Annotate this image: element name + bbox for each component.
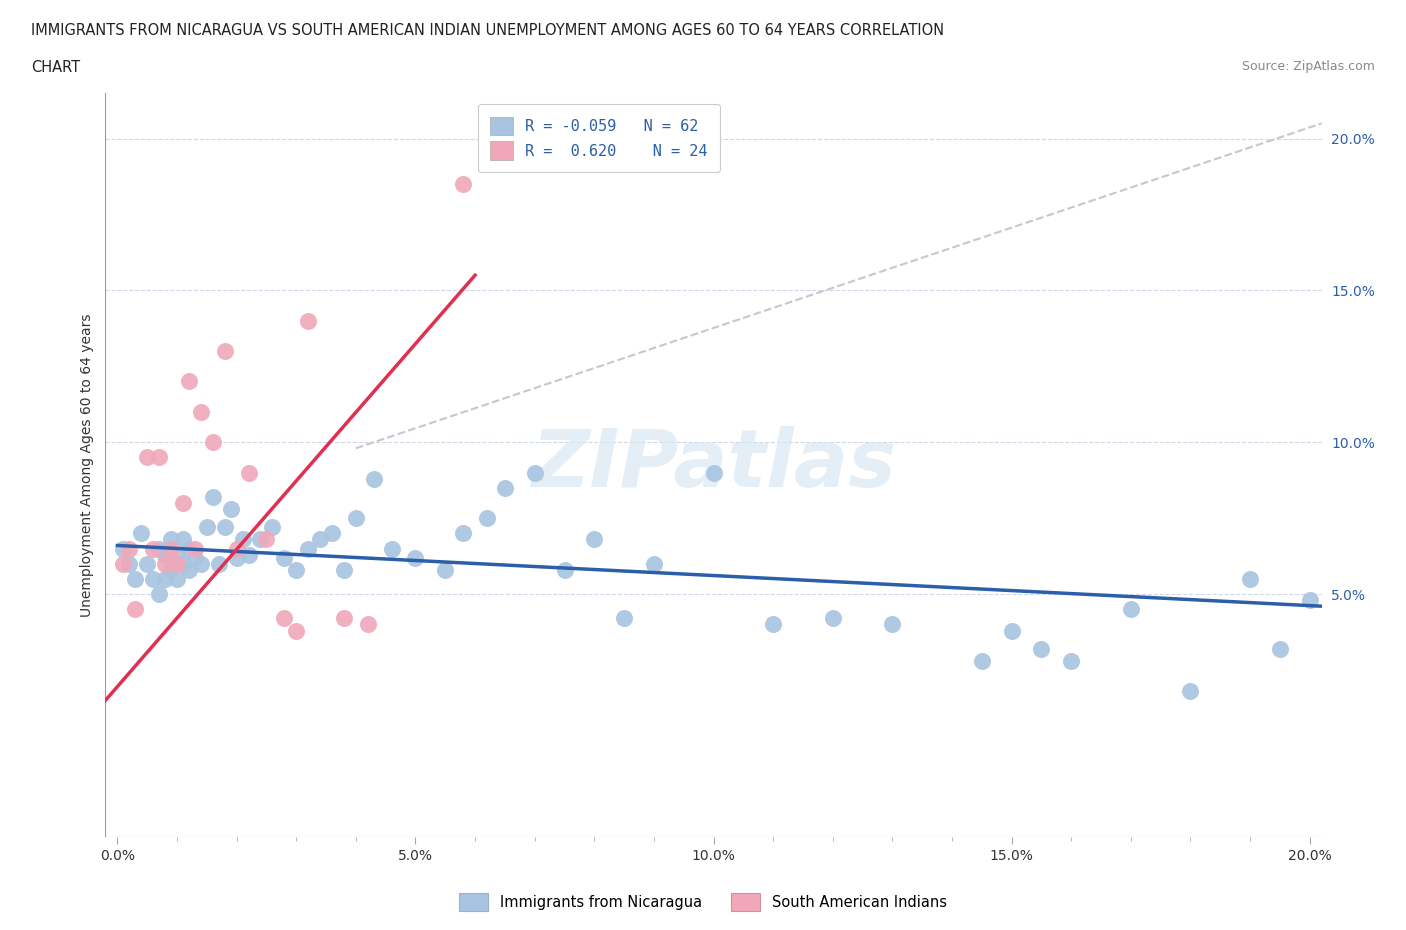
Point — [172, 496, 194, 511]
Point — [297, 313, 319, 328]
Text: IMMIGRANTS FROM NICARAGUA VS SOUTH AMERICAN INDIAN UNEMPLOYMENT AMONG AGES 60 TO: IMMIGRANTS FROM NICARAGUA VS SOUTH AMERI… — [31, 23, 943, 38]
Point — [118, 556, 141, 571]
Point — [238, 547, 260, 562]
Point — [357, 617, 380, 631]
Point — [118, 541, 141, 556]
Point — [821, 611, 844, 626]
Point — [297, 541, 319, 556]
Point — [190, 405, 212, 419]
Point — [494, 480, 516, 495]
Point — [153, 571, 176, 586]
Point — [762, 617, 785, 631]
Point — [225, 551, 247, 565]
Point — [344, 511, 367, 525]
Point — [195, 520, 218, 535]
Point — [1239, 571, 1261, 586]
Point — [321, 525, 343, 540]
Point — [214, 520, 236, 535]
Point — [970, 654, 993, 669]
Point — [882, 617, 904, 631]
Point — [273, 551, 295, 565]
Point — [136, 450, 159, 465]
Point — [129, 525, 152, 540]
Point — [124, 571, 146, 586]
Point — [160, 563, 183, 578]
Point — [1031, 642, 1053, 657]
Point — [177, 541, 200, 556]
Point — [166, 556, 188, 571]
Point — [285, 623, 308, 638]
Point — [177, 563, 200, 578]
Point — [1299, 592, 1322, 607]
Point — [381, 541, 404, 556]
Point — [201, 435, 224, 450]
Point — [1119, 602, 1142, 617]
Point — [333, 563, 356, 578]
Point — [523, 465, 546, 480]
Point — [112, 541, 135, 556]
Point — [136, 556, 159, 571]
Text: CHART: CHART — [31, 60, 80, 75]
Point — [451, 177, 474, 192]
Point — [184, 541, 207, 556]
Point — [475, 511, 498, 525]
Point — [177, 374, 200, 389]
Point — [208, 556, 231, 571]
Point — [166, 571, 188, 586]
Point — [1180, 684, 1202, 698]
Point — [184, 551, 207, 565]
Point — [451, 525, 474, 540]
Point — [172, 556, 194, 571]
Text: Source: ZipAtlas.com: Source: ZipAtlas.com — [1241, 60, 1375, 73]
Point — [225, 541, 247, 556]
Point — [214, 344, 236, 359]
Point — [148, 541, 170, 556]
Point — [201, 489, 224, 504]
Point — [643, 556, 665, 571]
Y-axis label: Unemployment Among Ages 60 to 64 years: Unemployment Among Ages 60 to 64 years — [80, 313, 94, 617]
Legend: R = -0.059   N = 62, R =  0.620    N = 24: R = -0.059 N = 62, R = 0.620 N = 24 — [478, 104, 720, 172]
Point — [1060, 654, 1083, 669]
Point — [309, 532, 332, 547]
Point — [333, 611, 356, 626]
Point — [553, 563, 575, 578]
Point — [404, 551, 426, 565]
Point — [613, 611, 636, 626]
Point — [153, 556, 176, 571]
Point — [262, 520, 284, 535]
Point — [160, 532, 183, 547]
Point — [172, 532, 194, 547]
Point — [285, 563, 308, 578]
Point — [148, 450, 170, 465]
Point — [232, 532, 254, 547]
Point — [1001, 623, 1024, 638]
Text: ZIPatlas: ZIPatlas — [531, 426, 896, 504]
Point — [363, 472, 385, 486]
Point — [160, 541, 183, 556]
Point — [112, 556, 135, 571]
Point — [583, 532, 606, 547]
Point — [166, 547, 188, 562]
Point — [254, 532, 277, 547]
Point — [153, 547, 176, 562]
Point — [142, 541, 165, 556]
Point — [219, 501, 242, 516]
Point — [238, 465, 260, 480]
Point — [1268, 642, 1291, 657]
Point — [124, 602, 146, 617]
Point — [190, 556, 212, 571]
Point — [702, 465, 725, 480]
Legend: Immigrants from Nicaragua, South American Indians: Immigrants from Nicaragua, South America… — [451, 885, 955, 918]
Point — [249, 532, 271, 547]
Point — [148, 587, 170, 602]
Point — [273, 611, 295, 626]
Point — [434, 563, 457, 578]
Point — [142, 571, 165, 586]
